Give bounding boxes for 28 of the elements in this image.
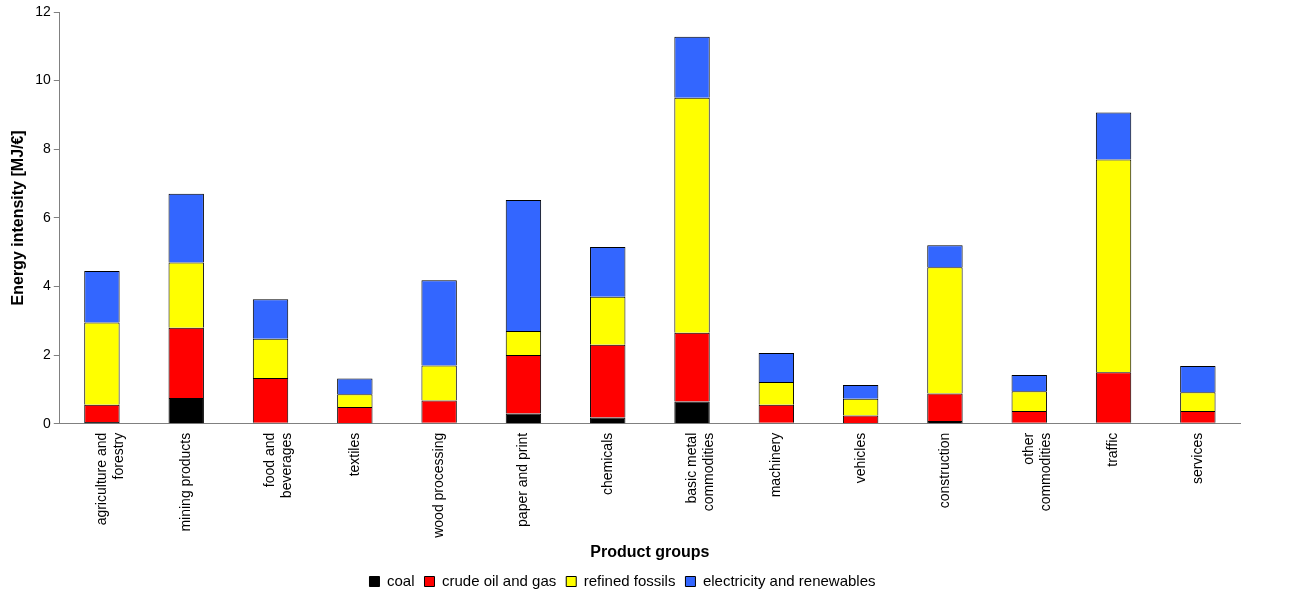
x-tick-label: paper and print bbox=[514, 432, 531, 527]
x-tick-label: textiles bbox=[345, 432, 362, 477]
x-tick-label: wood processing bbox=[429, 432, 446, 539]
y-tick-label: 0 bbox=[42, 414, 51, 431]
x-axis-title: Product groups bbox=[590, 542, 710, 560]
x-tick-label: chemicals bbox=[598, 432, 615, 495]
y-tick-label: 6 bbox=[42, 208, 51, 225]
y-tick-label: 4 bbox=[42, 277, 51, 294]
x-tick-label: other commodities bbox=[1020, 432, 1053, 512]
x-tick-label: machinery bbox=[767, 432, 784, 498]
x-tick-label: agriculture and forestry bbox=[92, 432, 126, 526]
x-tick-label: services bbox=[1188, 432, 1205, 485]
x-tick-label: food and beverages bbox=[261, 432, 295, 499]
x-tick-label: basic metal commodities bbox=[682, 432, 716, 512]
x-tick-label: vehicles bbox=[851, 432, 868, 484]
bar bbox=[674, 401, 710, 424]
legend-label: electricity and renewables bbox=[702, 571, 876, 589]
y-tick-label: 2 bbox=[42, 345, 51, 362]
legend-label: refined fossils bbox=[583, 571, 676, 589]
y-tick-label: 12 bbox=[35, 2, 51, 19]
x-tick-label: construction bbox=[935, 432, 952, 509]
y-tick-label: 8 bbox=[42, 140, 51, 157]
legend-label: coal bbox=[386, 571, 415, 589]
y-tick-label: 10 bbox=[35, 71, 51, 88]
y-axis-title: Energy intensity [MJ/€] bbox=[9, 130, 27, 306]
x-tick-label: traffic bbox=[1104, 432, 1121, 467]
legend-label: crude oil and gas bbox=[441, 571, 557, 589]
x-tick-label: mining products bbox=[177, 432, 194, 532]
